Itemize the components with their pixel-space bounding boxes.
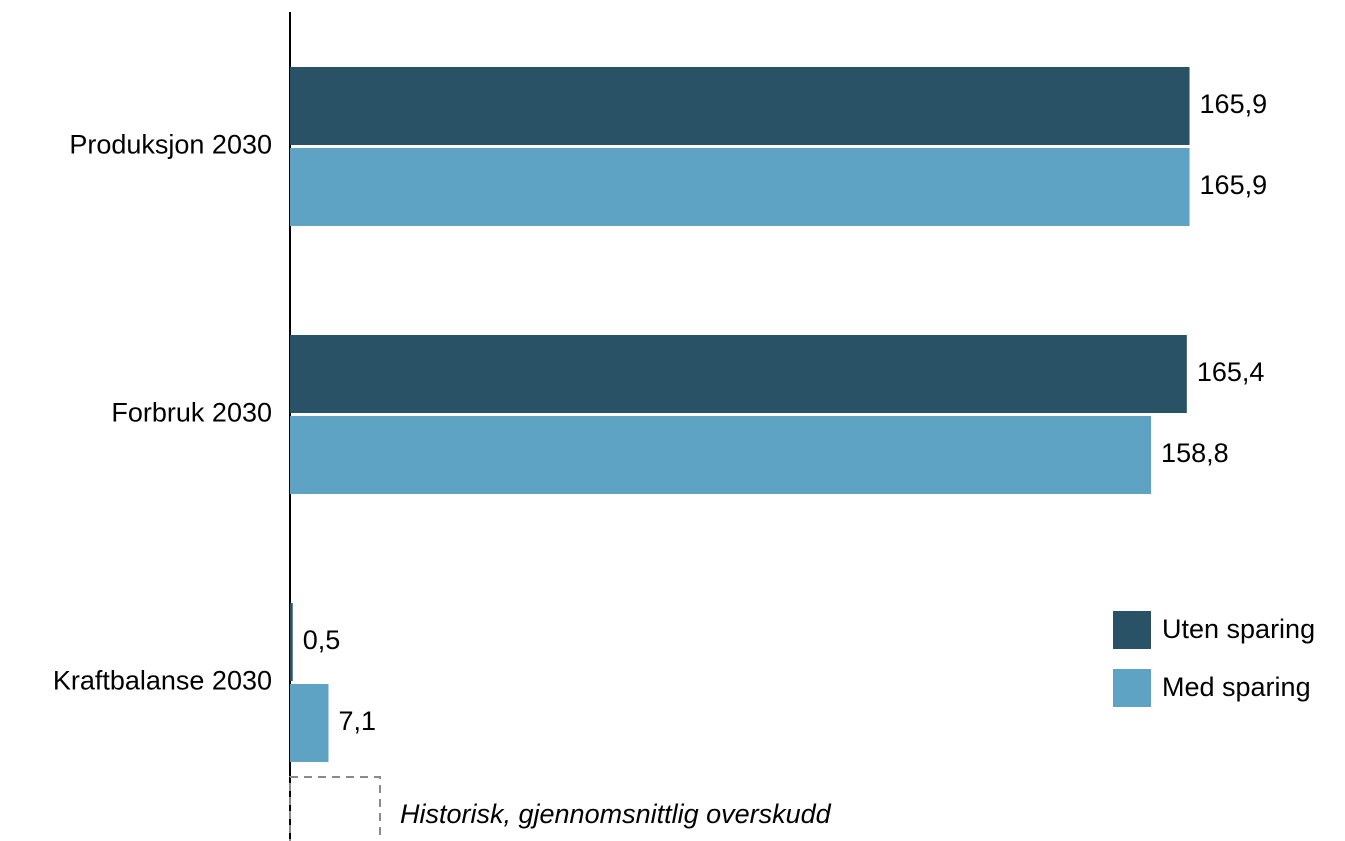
value-label: 7,1 [338,706,376,736]
category-label: Forbruk 2030 [111,398,272,428]
value-label: 165,9 [1200,89,1268,119]
category-label: Produksjon 2030 [69,130,272,160]
bar [290,603,293,681]
value-label: 165,4 [1197,357,1265,387]
bar [290,67,1190,145]
legend-swatch [1113,669,1151,707]
value-label: 158,8 [1161,438,1229,468]
category-label: Kraftbalanse 2030 [53,666,272,696]
value-label: 165,9 [1200,170,1268,200]
legend-label: Med sparing [1162,672,1311,702]
annotation-box [289,776,382,841]
bar [290,148,1190,226]
bar [290,684,329,762]
legend-swatch [1113,611,1151,649]
bar [290,416,1152,494]
legend-label: Uten sparing [1162,614,1315,644]
bar [290,335,1187,413]
annotation-text: Historisk, gjennomsnittlig overskudd [400,799,832,829]
value-label: 0,5 [303,625,341,655]
